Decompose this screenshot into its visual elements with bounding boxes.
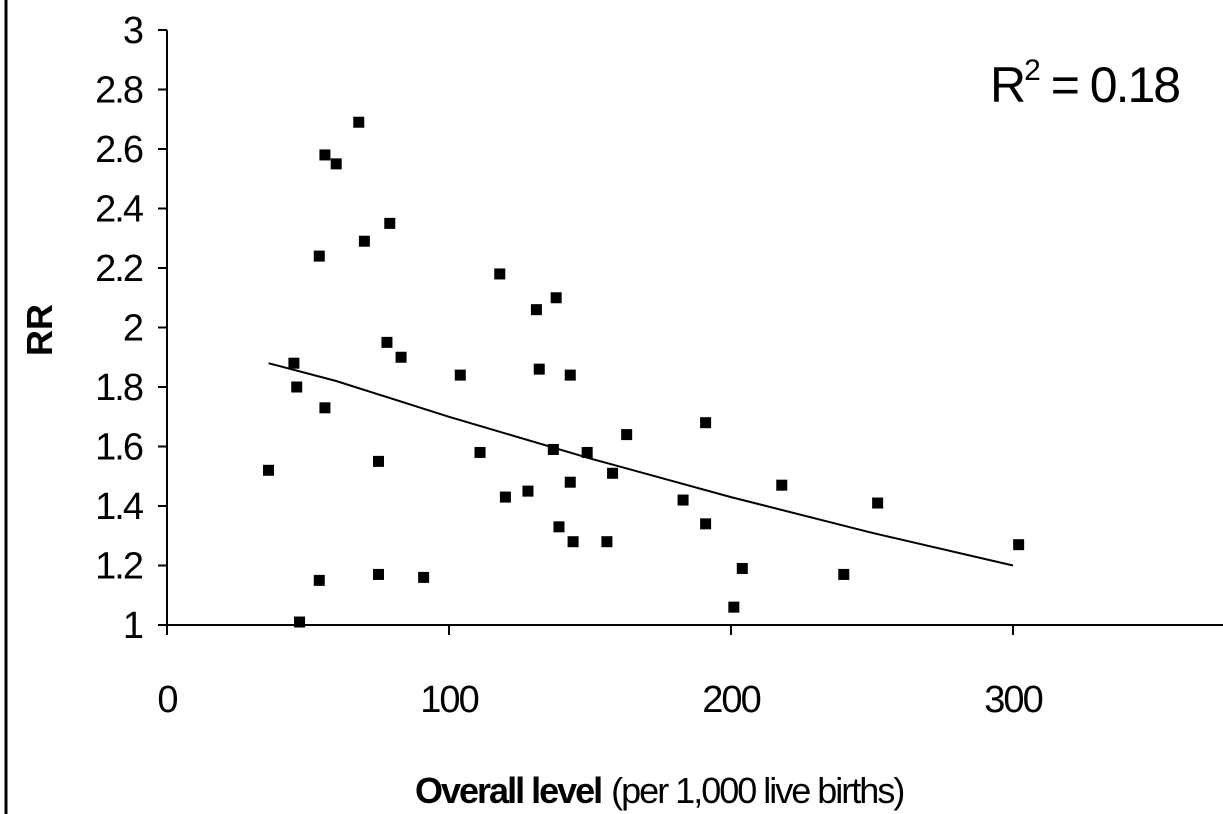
- data-point: [736, 562, 748, 574]
- data-point: [677, 494, 689, 506]
- data-point: [454, 369, 466, 381]
- data-point: [1013, 539, 1025, 551]
- y-tick-label: 1.4: [95, 486, 144, 528]
- r-squared-annotation: R2 = 0.18: [990, 54, 1179, 113]
- data-point: [553, 521, 565, 533]
- y-tick-label: 3: [123, 10, 143, 52]
- data-point: [381, 336, 393, 348]
- x-tick-label: 300: [984, 679, 1042, 721]
- y-tick-label: 1.6: [95, 427, 143, 469]
- r-squared-value: = 0.18: [1039, 57, 1179, 113]
- data-point: [395, 351, 407, 363]
- data-point: [522, 485, 534, 497]
- data-point: [872, 497, 884, 509]
- data-point: [564, 476, 576, 488]
- data-point: [564, 369, 576, 381]
- data-point: [776, 479, 788, 491]
- data-point: [700, 417, 712, 429]
- y-tick-label: 2.8: [95, 70, 143, 112]
- data-point: [581, 446, 593, 458]
- x-tick-label: 100: [420, 679, 478, 721]
- data-point: [567, 536, 579, 548]
- y-tick-label: 2.2: [95, 248, 143, 290]
- r-squared-base: R: [990, 57, 1024, 113]
- y-tick-label: 2.4: [95, 189, 144, 231]
- data-point: [499, 491, 511, 503]
- x-tick-label: 200: [702, 679, 760, 721]
- data-point: [319, 402, 331, 414]
- data-point: [700, 518, 712, 530]
- data-point: [288, 357, 300, 369]
- data-point: [313, 574, 325, 586]
- y-tick-label: 2.6: [95, 129, 143, 171]
- y-tick-label: 1.8: [95, 367, 143, 409]
- data-point: [550, 292, 562, 304]
- data-point: [358, 235, 370, 247]
- y-tick-label: 2: [123, 308, 143, 350]
- data-point: [291, 381, 303, 393]
- data-point: [294, 616, 306, 628]
- y-axis-title: RR: [19, 304, 60, 356]
- data-point: [319, 149, 331, 161]
- x-axis-title: Overall level (per 1,000 live births): [415, 770, 903, 811]
- data-point: [494, 268, 506, 280]
- data-point: [263, 464, 275, 476]
- data-point: [418, 571, 430, 583]
- x-tick-label: 0: [157, 679, 177, 721]
- data-point: [533, 363, 545, 375]
- trendline: [268, 362, 1014, 567]
- x-axis-title-units: (per 1,000 live births): [611, 770, 903, 811]
- data-point: [547, 443, 559, 455]
- data-point: [838, 568, 850, 580]
- data-point: [330, 158, 342, 170]
- data-point: [384, 217, 396, 229]
- data-point: [607, 467, 619, 479]
- x-axis-title-main: Overall level: [415, 770, 601, 811]
- data-point: [353, 116, 365, 128]
- data-point: [373, 568, 384, 580]
- data-point: [313, 250, 325, 262]
- r-squared-superscript: 2: [1024, 54, 1040, 87]
- data-point: [728, 601, 740, 613]
- y-tick-label: 1: [123, 605, 143, 647]
- data-point: [621, 429, 633, 441]
- data-point: [373, 455, 384, 467]
- data-point: [474, 446, 486, 458]
- data-point: [530, 304, 542, 316]
- y-tick-label: 1.2: [95, 546, 143, 588]
- data-point: [601, 536, 613, 548]
